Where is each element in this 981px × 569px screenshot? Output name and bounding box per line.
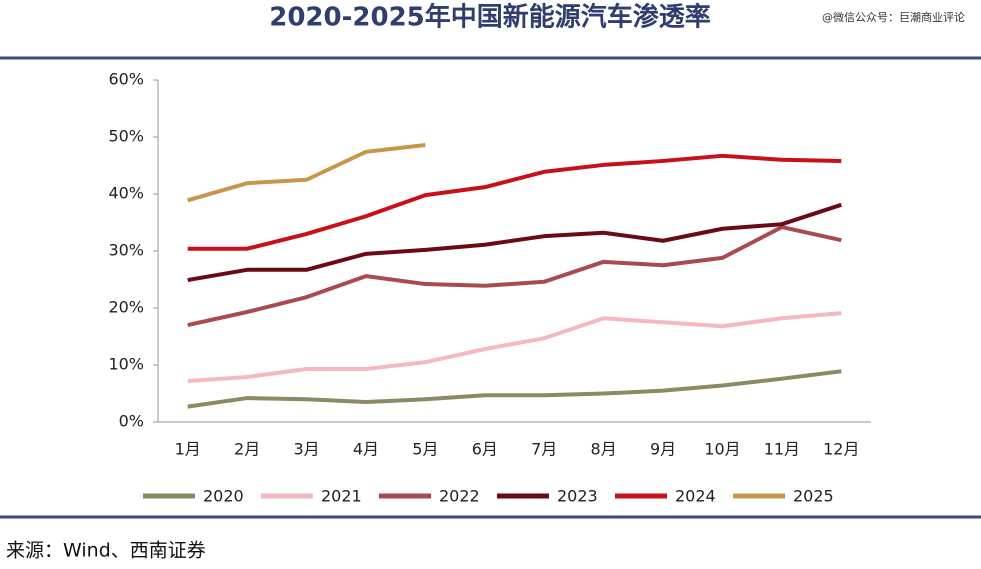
legend-label: 2023 <box>557 487 598 506</box>
y-tick-label: 50% <box>108 127 144 146</box>
x-tick-label: 5月 <box>412 440 438 459</box>
legend-label: 2025 <box>793 487 834 506</box>
series-line <box>187 153 842 251</box>
legend-label: 2021 <box>321 487 362 506</box>
series-line <box>187 311 842 383</box>
y-tick-label: 60% <box>108 70 144 89</box>
x-tick-label: 7月 <box>531 440 557 459</box>
legend-label: 2024 <box>675 487 716 506</box>
series-line <box>187 142 426 203</box>
x-tick-label: 10月 <box>704 440 740 459</box>
x-tick-label: 12月 <box>823 440 859 459</box>
y-tick-label: 30% <box>108 241 144 260</box>
x-tick-label: 2月 <box>234 440 260 459</box>
legend-label: 2020 <box>203 487 244 506</box>
source: 来源：Wind、西南证券 <box>6 540 206 562</box>
watermark: @微信公众号：巨潮商业评论 <box>822 10 965 24</box>
chart-title: 2020-2025年中国新能源汽车渗透率 <box>269 2 711 33</box>
x-tick-label: 6月 <box>472 440 498 459</box>
y-tick-label: 20% <box>108 298 144 317</box>
x-tick-label: 8月 <box>591 440 617 459</box>
x-tick-label: 1月 <box>175 440 201 459</box>
y-tick-label: 40% <box>108 184 144 203</box>
x-tick-label: 3月 <box>293 440 319 459</box>
x-tick-label: 4月 <box>353 440 379 459</box>
x-tick-label: 9月 <box>650 440 676 459</box>
series-line <box>187 369 842 409</box>
y-tick-label: 0% <box>119 412 144 431</box>
y-tick-label: 10% <box>108 355 144 374</box>
series-line <box>187 202 842 283</box>
legend-label: 2022 <box>439 487 480 506</box>
x-tick-label: 11月 <box>764 440 800 459</box>
series-line <box>187 225 842 328</box>
